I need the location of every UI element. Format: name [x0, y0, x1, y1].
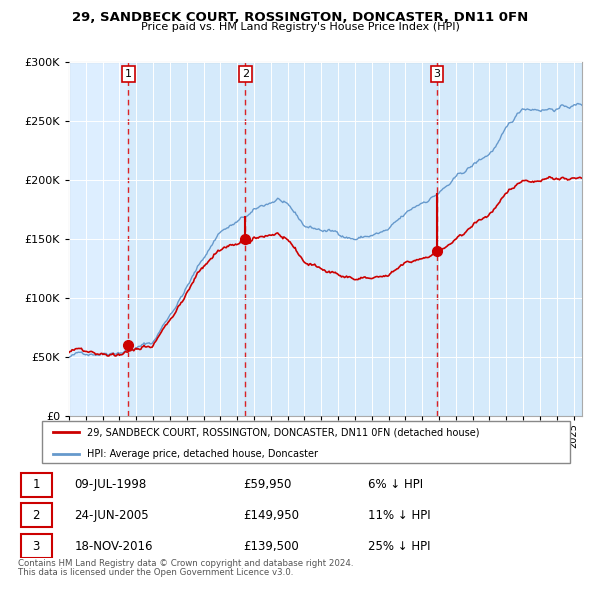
Bar — [245, 62, 437, 416]
Text: 6% ↓ HPI: 6% ↓ HPI — [368, 478, 423, 491]
Text: HPI: Average price, detached house, Doncaster: HPI: Average price, detached house, Donc… — [87, 449, 318, 459]
Text: 25% ↓ HPI: 25% ↓ HPI — [368, 539, 430, 553]
Text: 09-JUL-1998: 09-JUL-1998 — [74, 478, 146, 491]
Bar — [21, 473, 52, 497]
Text: 2: 2 — [242, 69, 249, 79]
Text: Contains HM Land Registry data © Crown copyright and database right 2024.: Contains HM Land Registry data © Crown c… — [18, 559, 353, 568]
Text: £149,950: £149,950 — [244, 509, 299, 522]
Text: 1: 1 — [125, 69, 132, 79]
Text: 24-JUN-2005: 24-JUN-2005 — [74, 509, 149, 522]
Bar — [128, 62, 245, 416]
Text: 18-NOV-2016: 18-NOV-2016 — [74, 539, 153, 553]
Text: £59,950: £59,950 — [244, 478, 292, 491]
Bar — [437, 62, 582, 416]
Text: Price paid vs. HM Land Registry's House Price Index (HPI): Price paid vs. HM Land Registry's House … — [140, 22, 460, 32]
Text: 3: 3 — [32, 539, 40, 553]
Text: 2: 2 — [32, 509, 40, 522]
Text: 3: 3 — [434, 69, 440, 79]
Text: 29, SANDBECK COURT, ROSSINGTON, DONCASTER, DN11 0FN (detached house): 29, SANDBECK COURT, ROSSINGTON, DONCASTE… — [87, 427, 479, 437]
Bar — [21, 503, 52, 527]
Text: 11% ↓ HPI: 11% ↓ HPI — [368, 509, 430, 522]
Text: 1: 1 — [32, 478, 40, 491]
Bar — [69, 62, 128, 416]
Text: £139,500: £139,500 — [244, 539, 299, 553]
Bar — [21, 533, 52, 558]
Text: This data is licensed under the Open Government Licence v3.0.: This data is licensed under the Open Gov… — [18, 568, 293, 577]
Text: 29, SANDBECK COURT, ROSSINGTON, DONCASTER, DN11 0FN: 29, SANDBECK COURT, ROSSINGTON, DONCASTE… — [72, 11, 528, 24]
